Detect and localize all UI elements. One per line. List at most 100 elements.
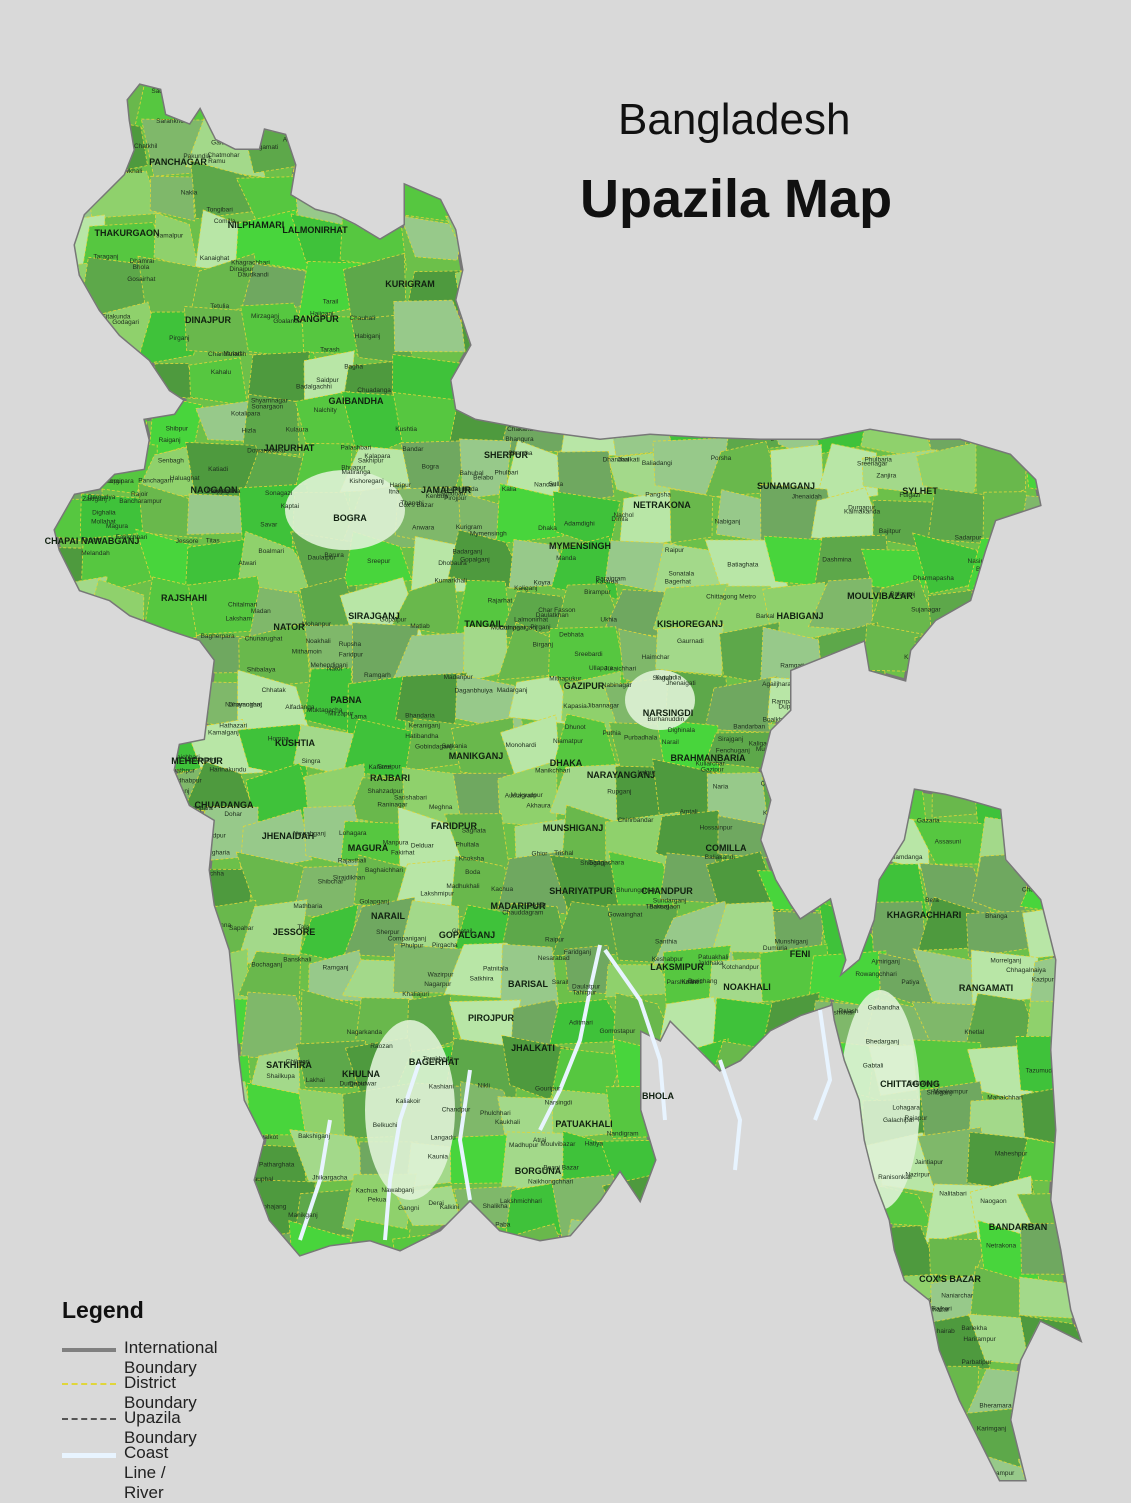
district-patch: [861, 85, 923, 139]
upazila-label: Kanaighat: [200, 255, 229, 262]
district-patch: [1021, 255, 1080, 321]
upazila-label: Nagarpur: [424, 981, 452, 988]
district-patch: [1023, 721, 1080, 782]
district-label: PABNA: [330, 695, 362, 705]
district-patch: [80, 1189, 142, 1231]
upazila-label: Feni: [101, 392, 114, 399]
upazila-label: Kalai: [105, 431, 119, 438]
upazila-label: Burhanuddin: [647, 716, 684, 723]
upazila-label: Kazipur: [1032, 977, 1055, 984]
upazila-label: Saturia: [1010, 585, 1031, 592]
upazila-label: Sunamganj: [354, 134, 387, 141]
district-patch: [868, 1316, 927, 1379]
upazila-label: Fakirhat: [391, 850, 415, 857]
river-line: [538, 944, 602, 1131]
upazila-label: Kalapara: [364, 453, 390, 460]
district-patch: [982, 491, 1034, 555]
upazila-label: Bochaganj: [251, 962, 282, 969]
map-title-subtitle: Upazila Map: [580, 169, 893, 229]
district-patch: [304, 667, 352, 733]
district-patch: [1015, 1035, 1080, 1098]
upazila-label: Sreenagar: [857, 461, 888, 468]
district-patch: [1071, 346, 1080, 403]
district-label: THAKURGAON: [95, 228, 160, 238]
upazila-label: Austagram: [505, 792, 536, 799]
district-patch: [83, 806, 161, 868]
district-patch: [239, 1409, 317, 1467]
upazila-label: Sakhipur: [358, 458, 384, 465]
upazila-label: Rajarhat: [488, 597, 513, 604]
legend: Legend International Boundary District B…: [62, 1297, 218, 1502]
district-patch: [773, 312, 830, 364]
district-patch: [708, 958, 765, 1009]
upazila-label: Lalmohan: [437, 490, 466, 497]
district-patch: [1082, 1174, 1131, 1238]
district-patch: [393, 299, 474, 353]
upazila-label: Gaurnadi: [677, 638, 704, 645]
district-patch: [136, 807, 199, 874]
district-patch: [601, 1356, 675, 1425]
district-patch: [392, 631, 473, 680]
upazila-label: Jamalpur: [156, 233, 184, 240]
district-patch: [342, 1411, 414, 1473]
district-patch: [303, 85, 359, 137]
upazila-label: Companiganj: [499, 625, 537, 632]
legend-label: International Boundary: [124, 1338, 218, 1377]
district-patch: [1086, 946, 1131, 1006]
district-label: PATUAKHALI: [555, 1119, 612, 1129]
district-patch: [1025, 578, 1080, 640]
district-label: PANCHAGAR: [149, 157, 207, 167]
upazila-label: Damurhuda: [444, 486, 478, 493]
upazila-label: Char Bhadrasan: [761, 780, 809, 787]
district-label: MEHERPUR: [171, 756, 223, 766]
map-title-country: Bangladesh: [618, 95, 851, 144]
upazila-label: Bakshiganj: [298, 1133, 330, 1140]
upazila-label: Char Fasson: [538, 607, 576, 614]
upazila-label: Hossainpur: [700, 825, 734, 832]
district-patch: [1019, 682, 1080, 723]
upazila-label: Bajitpur: [879, 528, 902, 535]
district-patch: [1017, 1458, 1080, 1480]
upazila-label: Panchhari: [968, 638, 997, 645]
legend-label: Upazila Boundary: [124, 1408, 197, 1447]
upazila-label: Chatkhil: [134, 143, 158, 150]
upazila-label: Ramganj: [322, 965, 348, 972]
upazila-label: Sherpur: [376, 929, 400, 936]
upazila-label: Pangsha: [645, 492, 671, 499]
upazila-label: Fulgazi: [899, 492, 920, 499]
district-patch: [656, 719, 721, 773]
district-label: BRAHMANBARIA: [671, 753, 746, 763]
district-patch: [550, 349, 617, 405]
coast-and-rivers: [298, 944, 833, 1241]
district-label: CHAPAI NAWABGANJ: [45, 536, 140, 546]
upazila-label: Kaptai: [281, 503, 299, 510]
upazila-label: Bhangura: [505, 436, 534, 443]
upazila-label: Belaichhari: [168, 754, 200, 761]
upazila-label: Khoksha: [459, 855, 485, 862]
upazila-label: Chakaria: [507, 426, 533, 433]
upazila-label: Chandpur: [442, 1106, 471, 1113]
upazila-label: Domar: [584, 1220, 604, 1227]
district-patch: [96, 345, 148, 409]
upazila-label: Borguna: [760, 434, 785, 441]
district-label: KUSHTIA: [275, 738, 315, 748]
upazila-label: Araihazar: [921, 1306, 950, 1313]
upazila-label: Sonatala: [668, 571, 694, 578]
upazila-label: Koyra: [534, 580, 551, 587]
upazila-label: Mathbaria: [293, 903, 322, 910]
district-patch: [865, 1406, 940, 1456]
upazila-label: Harinakundu: [209, 767, 246, 774]
upazila-label: Mirsharai: [838, 1383, 865, 1390]
upazila-label: Jhikargacha: [312, 1174, 347, 1181]
upazila-label: Rajbari: [931, 1306, 952, 1313]
upazila-label: Rajnagar: [208, 488, 235, 495]
district-patch: [507, 254, 575, 307]
upazila-label: Teknaf: [527, 902, 546, 909]
upazila-label: Golapganj: [359, 898, 389, 905]
upazila-boundary-swatch: [62, 1418, 116, 1420]
upazila-label: Manda: [556, 555, 576, 562]
district-patch: [55, 898, 105, 961]
light-district-area: [625, 670, 695, 730]
upazila-label: Kahalu: [211, 369, 232, 376]
upazila-label: Barura: [324, 552, 344, 559]
